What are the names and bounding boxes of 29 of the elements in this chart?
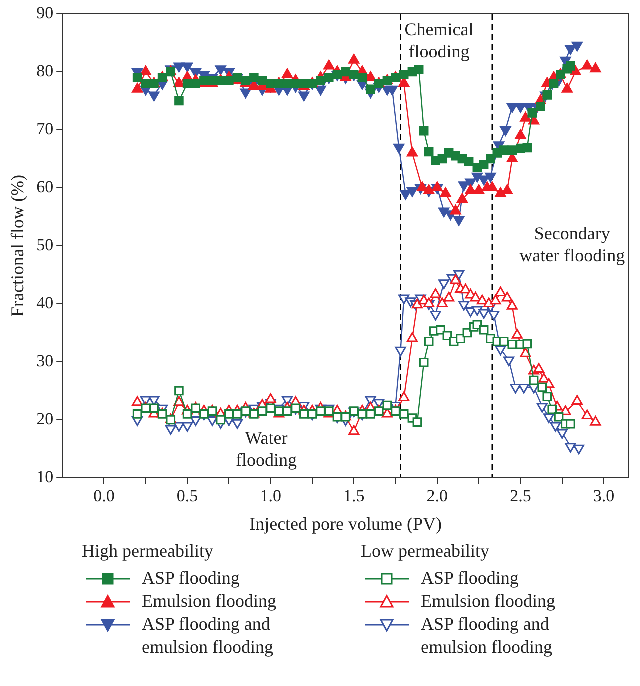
- legend-label: ASP flooding: [142, 567, 241, 590]
- y-tick-label: 90: [36, 3, 54, 22]
- legend-label: Emulsion flooding: [142, 590, 278, 613]
- y-axis-title: Fractional flow (%): [8, 175, 28, 317]
- y-tick-label: 50: [36, 235, 54, 254]
- x-tick-label: 2.5: [510, 486, 532, 506]
- legend-label: ASP flooding: [421, 567, 520, 590]
- x-tick-label: 1.0: [260, 486, 282, 506]
- x-tick-label: 0.0: [94, 486, 115, 506]
- y-tick-label: 20: [36, 409, 54, 428]
- legend-label: ASP flooding and emulsion flooding: [421, 613, 554, 659]
- y-tick-label: 30: [36, 351, 54, 370]
- x-tick-label: 0.5: [176, 486, 198, 506]
- x-axis-title: Injected pore volume (PV): [250, 514, 442, 534]
- text: High permeability: [82, 540, 214, 563]
- legend-label: Emulsion flooding: [421, 590, 556, 613]
- annotation: Water flooding: [236, 428, 298, 470]
- x-tick-label: 3.0: [593, 486, 615, 506]
- y-tick-label: 70: [36, 119, 54, 138]
- y-tick-label: 60: [36, 177, 54, 196]
- y-tick-label: 80: [36, 61, 54, 80]
- x-tick-label: 2.0: [426, 486, 448, 506]
- legend-label: ASP flooding and emulsion flooding: [142, 613, 274, 659]
- text: Low permeability: [361, 540, 490, 563]
- annotation: Chemical flooding: [404, 20, 474, 62]
- x-tick-label: 1.5: [344, 486, 365, 506]
- y-tick-label: 40: [36, 293, 54, 312]
- y-tick-label: 10: [36, 467, 54, 486]
- annotation: Secondary water flooding: [520, 224, 626, 266]
